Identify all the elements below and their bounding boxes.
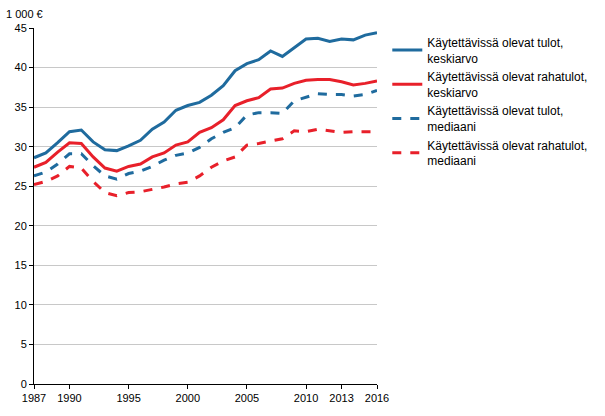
svg-text:2016: 2016 [365,392,389,404]
svg-text:1987: 1987 [22,392,46,404]
svg-text:2013: 2013 [329,392,353,404]
svg-text:35: 35 [15,101,27,113]
svg-text:40: 40 [15,61,27,73]
svg-text:Käytettävissä olevat rahatulot: Käytettävissä olevat rahatulot,mediaani [427,139,587,169]
svg-text:25: 25 [15,180,27,192]
svg-text:2000: 2000 [176,392,200,404]
svg-text:Käytettävissä olevat rahatulot: Käytettävissä olevat rahatulot,keskiarvo [427,70,587,100]
svg-text:20: 20 [15,220,27,232]
svg-text:2005: 2005 [235,392,259,404]
svg-text:5: 5 [21,338,27,350]
svg-text:Käytettävissä olevat tulot,kes: Käytettävissä olevat tulot,keskiarvo [427,36,563,66]
svg-text:2010: 2010 [294,392,318,404]
svg-text:45: 45 [15,22,27,34]
svg-text:15: 15 [15,259,27,271]
svg-text:0: 0 [21,378,27,390]
svg-text:1990: 1990 [57,392,81,404]
svg-text:10: 10 [15,299,27,311]
svg-text:1 000 €: 1 000 € [6,8,43,20]
svg-text:30: 30 [15,141,27,153]
svg-text:1995: 1995 [116,392,140,404]
svg-text:Käytettävissä olevat tulot,med: Käytettävissä olevat tulot,mediaani [427,104,563,134]
